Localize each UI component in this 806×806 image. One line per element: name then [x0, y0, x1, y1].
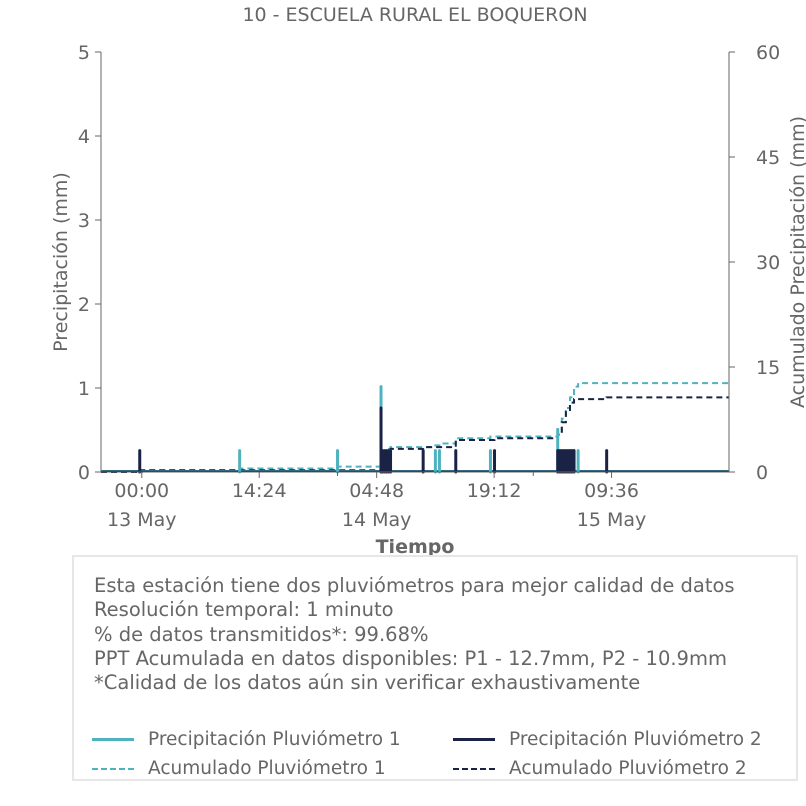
legend-item-p2: Precipitación Pluviómetro 2 — [453, 729, 762, 750]
y-tick-label: 4 — [78, 126, 90, 148]
legend-label-p1: Precipitación Pluviómetro 1 — [148, 729, 401, 750]
y2-tick-label: 60 — [756, 42, 780, 64]
info-line: *Calidad de los datos aún sin verificar … — [94, 671, 641, 695]
info-line: PPT Acumulada en datos disponibles: P1 -… — [94, 646, 727, 670]
y2-tick-label: 30 — [756, 252, 780, 274]
legend-swatch-p2 — [453, 738, 495, 741]
x-tick-label: 09:36 — [584, 480, 639, 502]
y-tick-label: 3 — [78, 210, 90, 232]
plot-area — [101, 382, 729, 474]
info-line: Resolución temporal: 1 minuto — [94, 598, 394, 622]
info-line: % de datos transmitidos*: 99.68% — [94, 622, 429, 646]
x-tick-date-label: 13 May — [107, 509, 177, 531]
x-axis-label: Tiempo — [376, 536, 455, 558]
legend-label-acc1: Acumulado Pluviómetro 1 — [148, 758, 386, 779]
y-tick-label: 5 — [78, 42, 90, 64]
y-axis-label: Precipitación (mm) — [50, 172, 72, 352]
chart-title: 10 - ESCUELA RURAL EL BOQUERON — [242, 4, 587, 26]
legend-label-p2: Precipitación Pluviómetro 2 — [509, 729, 762, 750]
legend-swatch-p1 — [92, 738, 134, 741]
y-tick-label: 0 — [78, 462, 90, 484]
y-tick-label: 1 — [78, 378, 90, 400]
x-tick-label: 04:48 — [349, 480, 404, 502]
info-panel: Esta estación tiene dos pluviómetros par… — [72, 555, 798, 781]
x-tick-label: 14:24 — [232, 480, 287, 502]
legend-item-p1: Precipitación Pluviómetro 1 — [92, 729, 401, 750]
legend-swatch-acc1 — [92, 767, 134, 770]
x-tick-label: 19:12 — [467, 480, 522, 502]
legend-item-acc2: Acumulado Pluviómetro 2 — [453, 758, 747, 779]
legend-item-acc1: Acumulado Pluviómetro 1 — [92, 758, 386, 779]
y2-tick-label: 0 — [756, 462, 768, 484]
legend-swatch-acc2 — [453, 767, 495, 770]
info-lines: Esta estación tiene dos pluviómetros par… — [94, 574, 735, 695]
x-tick-date-label: 14 May — [342, 509, 412, 531]
y2-axis-label: Acumulado Precipitación (mm) — [787, 116, 806, 408]
y2-tick-label: 15 — [756, 357, 780, 379]
x-tick-date-label: 15 May — [577, 509, 647, 531]
cumulative-line-2 — [101, 396, 729, 473]
cumulative-line-1 — [101, 382, 729, 473]
info-line: Esta estación tiene dos pluviómetros par… — [94, 574, 735, 597]
y-tick-label: 2 — [78, 294, 90, 316]
x-tick-label: 00:00 — [114, 480, 169, 502]
legend-label-acc2: Acumulado Pluviómetro 2 — [509, 758, 747, 779]
y2-tick-label: 45 — [756, 147, 780, 169]
